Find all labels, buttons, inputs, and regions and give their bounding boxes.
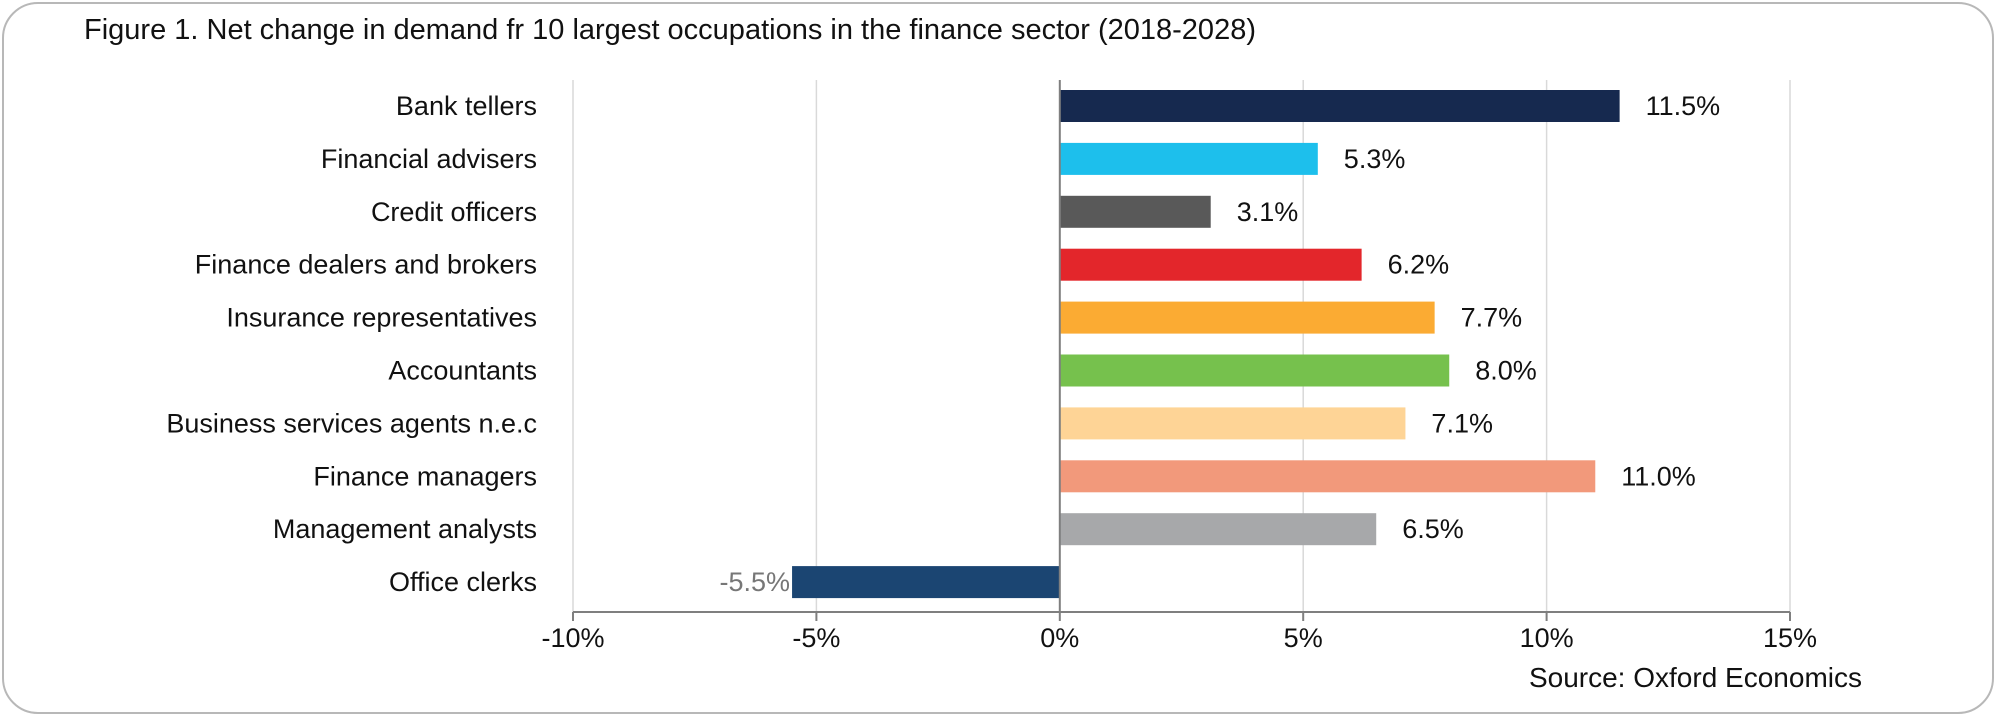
category-label: Business services agents n.e.c	[166, 408, 537, 438]
bar	[1059, 142, 1318, 175]
x-tick-label: -10%	[541, 623, 604, 653]
bar	[792, 566, 1060, 599]
bar	[1059, 301, 1435, 334]
data-label: 3.1%	[1237, 197, 1299, 227]
bar	[1059, 407, 1406, 440]
category-label: Finance managers	[313, 461, 537, 491]
data-label: 7.7%	[1461, 303, 1523, 333]
axes	[572, 80, 1791, 621]
x-tick-label: 10%	[1520, 623, 1574, 653]
data-label: 7.1%	[1431, 408, 1493, 438]
x-tick-label: 5%	[1284, 623, 1323, 653]
category-label: Bank tellers	[396, 91, 537, 121]
x-tick-label: 0%	[1040, 623, 1079, 653]
data-label: 6.5%	[1402, 514, 1464, 544]
bar	[1059, 513, 1377, 546]
bar	[1059, 248, 1362, 281]
category-label: Management analysts	[273, 514, 537, 544]
data-label: 8.0%	[1475, 356, 1537, 386]
category-label: Financial advisers	[321, 144, 537, 174]
category-label: Finance dealers and brokers	[195, 250, 537, 280]
bar	[1059, 195, 1211, 228]
x-tick-label: -5%	[792, 623, 840, 653]
labels: -10% -5% 0% 5% 10% 15% Bank tellers 11.5% Financ…	[166, 91, 1817, 653]
data-label: 11.5%	[1646, 91, 1721, 121]
category-label: Insurance representatives	[226, 303, 537, 333]
bars	[792, 90, 1620, 599]
chart-title: Figure 1. Net change in demand fr 10 lar…	[84, 14, 1256, 46]
bar	[1059, 460, 1596, 493]
source-note: Source: Oxford Economics	[1528, 662, 1862, 693]
category-label: Credit officers	[371, 197, 537, 227]
category-label: Office clerks	[389, 567, 537, 597]
data-label: 11.0%	[1621, 461, 1696, 491]
x-tick-label: 15%	[1763, 623, 1817, 653]
category-label: Accountants	[388, 356, 537, 386]
data-label: 5.3%	[1344, 144, 1406, 174]
data-label: -5.5%	[720, 567, 791, 597]
bar	[1059, 354, 1450, 387]
bar	[1059, 90, 1620, 122]
data-label: 6.2%	[1388, 250, 1450, 280]
